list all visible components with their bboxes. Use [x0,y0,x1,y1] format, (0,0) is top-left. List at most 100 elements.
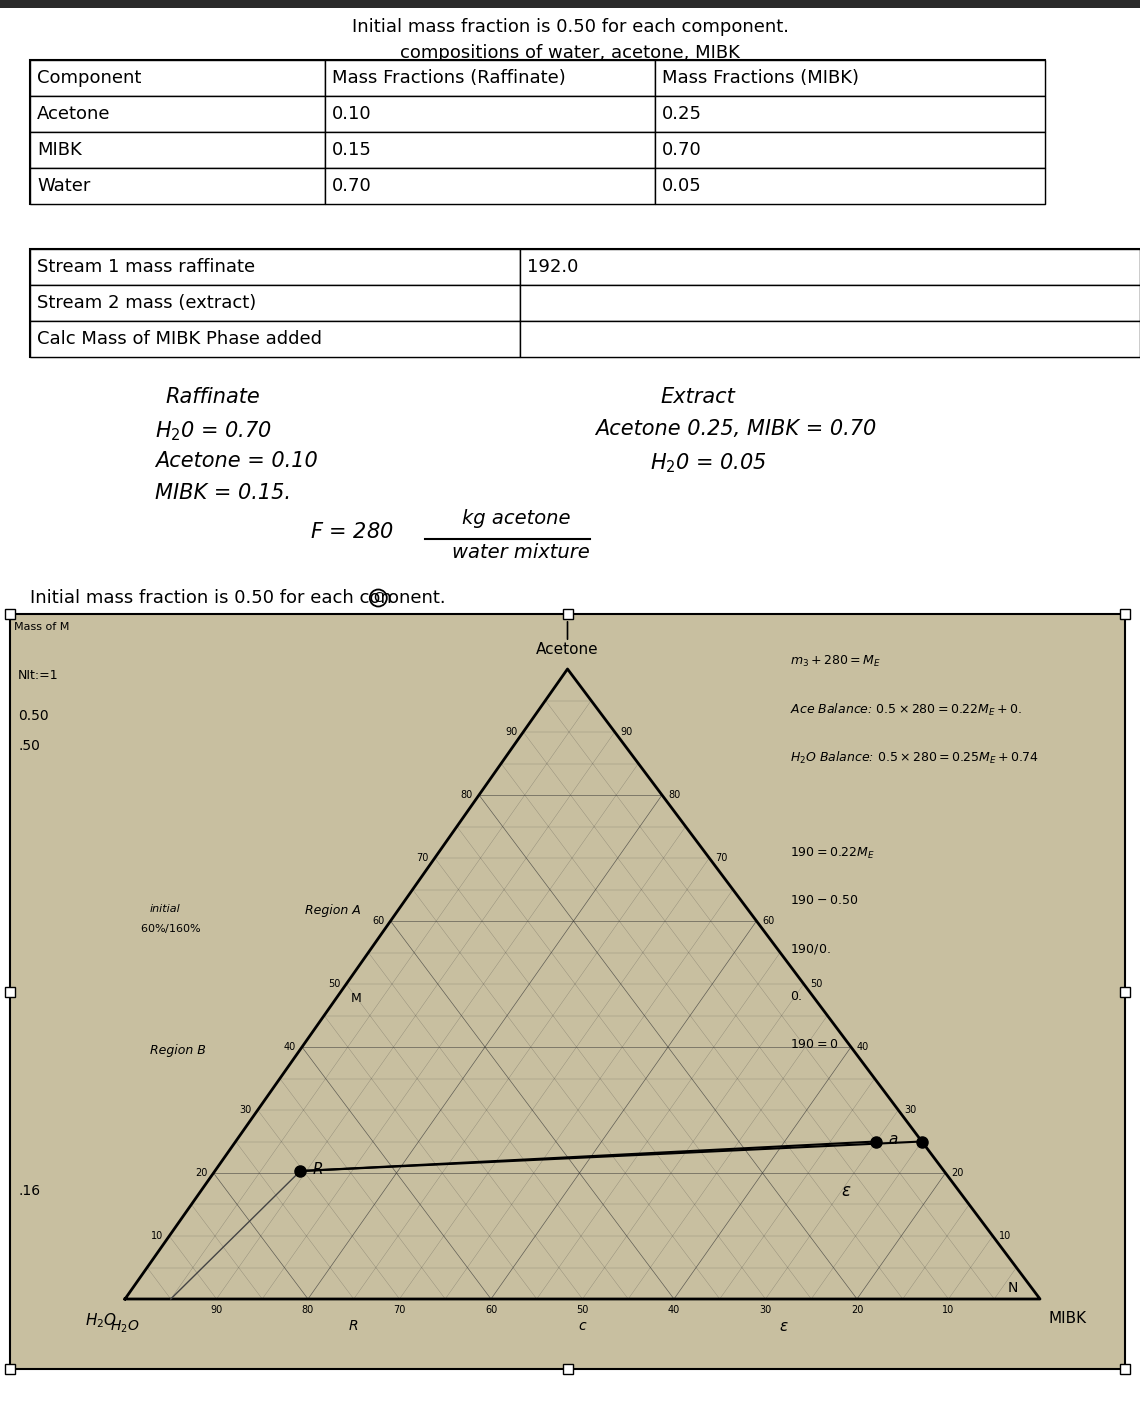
Text: 90: 90 [505,727,518,737]
Text: 40: 40 [284,1042,296,1052]
Text: kg acetone: kg acetone [463,508,571,528]
Text: Stream 2 mass (extract): Stream 2 mass (extract) [36,294,256,311]
Bar [656,96,1045,131]
Bar [1119,1364,1130,1374]
Text: $H_2O$: $H_2O$ [111,1319,140,1335]
Bar [325,60,656,96]
Text: 0.25: 0.25 [662,106,702,123]
Text: $H_2O$ Balance: $0.5 \times 280 = 0.25M_E + 0.74$: $H_2O$ Balance: $0.5 \times 280 = 0.25M_… [790,750,1039,765]
Bar [0,0,1140,9]
Text: Stream 1 mass raffinate: Stream 1 mass raffinate [36,258,255,276]
Text: Raffinate: Raffinate [165,387,260,407]
Text: 0.15: 0.15 [332,141,372,159]
Text: 10: 10 [943,1305,954,1315]
Text: 20: 20 [952,1168,964,1178]
Text: $F$ = 280: $F$ = 280 [310,523,393,543]
Text: NIt:=1: NIt:=1 [18,668,58,683]
Text: 80: 80 [461,790,473,800]
Text: 50: 50 [809,980,822,990]
Text: initial: initial [150,904,181,914]
Text: $60\%/160\%$: $60\%/160\%$ [140,922,202,935]
Bar [1119,608,1130,618]
Bar [5,987,15,997]
Bar [30,96,325,131]
Text: 10: 10 [150,1231,163,1241]
Text: Ace Balance: $0.5 \times 280 = 0.22M_E + 0.$: Ace Balance: $0.5 \times 280 = 0.22M_E +… [790,703,1023,718]
Text: $190/0.$: $190/0.$ [790,942,831,955]
Text: $190 = 0$: $190 = 0$ [790,1038,838,1051]
Text: Mass of M: Mass of M [14,623,70,633]
Text: 0.10: 0.10 [332,106,372,123]
Text: Extract: Extract [660,387,735,407]
Text: 30: 30 [759,1305,772,1315]
Text: 80: 80 [668,790,681,800]
Bar [30,131,325,169]
Text: 60: 60 [763,915,775,925]
Text: $\varepsilon$: $\varepsilon$ [779,1319,789,1334]
Text: 80: 80 [302,1305,315,1315]
Text: 40: 40 [857,1042,870,1052]
Text: 40: 40 [668,1305,681,1315]
Text: $H_2$0 = 0.70: $H_2$0 = 0.70 [155,418,272,443]
Text: water mixture: water mixture [453,543,591,563]
Bar [656,60,1045,96]
Bar [30,248,1140,357]
Text: $m_3 + 280 = M_E$: $m_3 + 280 = M_E$ [790,654,881,670]
Text: $H_2$0 = 0.05: $H_2$0 = 0.05 [650,451,767,474]
Bar [325,169,656,204]
Text: Region B: Region B [150,1044,206,1057]
Text: 10: 10 [999,1231,1011,1241]
Text: c: c [579,1319,586,1332]
Text: 0.70: 0.70 [662,141,702,159]
Bar [1119,987,1130,997]
Text: 30: 30 [904,1105,917,1115]
Text: $\varepsilon$: $\varepsilon$ [841,1181,852,1200]
Bar [30,321,520,357]
Bar [562,608,572,618]
Bar [520,248,1140,286]
Text: 90: 90 [211,1305,222,1315]
Text: 20: 20 [850,1305,863,1315]
Text: 60: 60 [484,1305,497,1315]
Bar [562,1364,572,1374]
Text: MIBK = 0.15.: MIBK = 0.15. [155,483,291,503]
Text: 50: 50 [577,1305,588,1315]
Text: Acetone: Acetone [536,643,598,657]
Bar [5,1364,15,1374]
Text: Acetone = 0.10: Acetone = 0.10 [155,451,318,471]
Text: a: a [888,1132,897,1147]
Bar [10,614,1125,1369]
Text: 0.70: 0.70 [332,177,372,196]
Bar [656,169,1045,204]
Text: R: R [349,1319,359,1332]
Text: .50: .50 [18,740,40,753]
Text: 20: 20 [195,1168,207,1178]
Text: Region A: Region A [306,904,360,917]
Text: 50: 50 [328,980,340,990]
Text: 0.05: 0.05 [662,177,702,196]
Text: 192.0: 192.0 [527,258,578,276]
Text: compositions of water, acetone, MIBK: compositions of water, acetone, MIBK [400,44,740,61]
Text: Initial mass fraction is 0.50 for each con: Initial mass fraction is 0.50 for each c… [30,588,392,607]
Text: Initial mass fraction is 0.50 for each component.: Initial mass fraction is 0.50 for each c… [351,19,789,36]
Text: N: N [1008,1281,1018,1295]
Text: 0.50: 0.50 [18,708,49,723]
Text: onent.: onent. [389,588,446,607]
Text: 70: 70 [393,1305,406,1315]
Text: Calc Mass of MIBK Phase added: Calc Mass of MIBK Phase added [36,330,321,348]
Bar [656,131,1045,169]
Text: M: M [351,992,363,1005]
Bar [30,169,325,204]
Text: 70: 70 [715,853,727,863]
Text: $190 = 0.22M_E$: $190 = 0.22M_E$ [790,845,874,861]
Bar [30,248,520,286]
Text: 90: 90 [621,727,633,737]
Text: Mass Fractions (MIBK): Mass Fractions (MIBK) [662,69,860,87]
Text: MIBK: MIBK [1048,1311,1086,1327]
Text: C: C [374,591,383,605]
Text: Acetone 0.25, MIBK = 0.70: Acetone 0.25, MIBK = 0.70 [595,418,877,438]
Text: 60: 60 [373,915,384,925]
Text: $190 - 0.50$: $190 - 0.50$ [790,894,858,907]
Bar [30,286,520,321]
Bar [325,96,656,131]
